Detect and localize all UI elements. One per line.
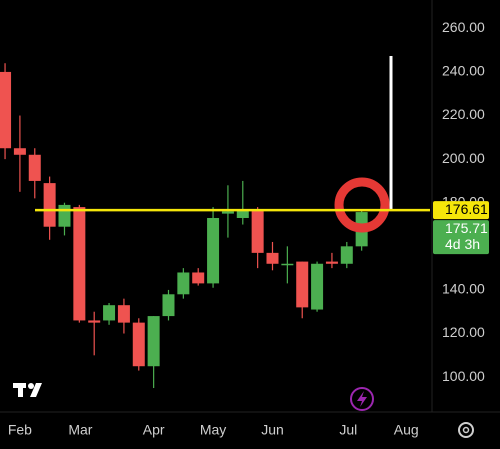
candle-body <box>311 263 324 310</box>
x-tick-label: May <box>200 422 226 438</box>
candle-body <box>177 272 190 295</box>
candle-body <box>266 252 279 264</box>
candle-body <box>251 209 264 253</box>
y-tick-label: 120.00 <box>442 324 485 340</box>
y-tick-label: 200.00 <box>442 150 485 166</box>
lightning-button[interactable] <box>350 387 374 411</box>
y-tick-label: 260.00 <box>442 19 485 35</box>
candle-body <box>340 246 353 264</box>
candle-body <box>117 305 130 323</box>
y-tick-label: 140.00 <box>442 281 485 297</box>
x-tick-label: Aug <box>394 422 419 438</box>
price-label-countdown: 4d 3h <box>445 236 480 252</box>
plot <box>0 63 368 389</box>
x-tick-label: Jun <box>261 422 284 438</box>
x-tick-label: Apr <box>143 422 165 438</box>
candle-body <box>73 207 86 321</box>
candle-body <box>0 71 12 149</box>
x-tick-label: Feb <box>8 422 32 438</box>
x-tick-label: Jul <box>339 422 357 438</box>
price-label-box <box>433 201 489 220</box>
candle-body <box>325 261 338 264</box>
candle-body <box>132 322 145 367</box>
y-tick-label: 220.00 <box>442 106 485 122</box>
price-label-box <box>433 220 489 255</box>
candle-body <box>221 211 234 214</box>
candle-body <box>162 294 175 317</box>
candle-body <box>207 217 220 284</box>
candle-body <box>28 154 41 181</box>
price-label: 175.71 <box>445 220 488 236</box>
candle-body <box>58 204 71 227</box>
candle-body <box>296 261 309 308</box>
candle-body <box>192 272 205 284</box>
candle-body <box>43 183 56 227</box>
candle-body <box>281 263 294 266</box>
x-tick-label: Mar <box>68 422 92 438</box>
y-tick-label: 240.00 <box>442 63 485 79</box>
candle-body <box>13 148 26 155</box>
highlight-circle <box>334 177 390 233</box>
y-tick-label: 100.00 <box>442 368 485 384</box>
candle-body <box>236 209 249 218</box>
settings-icon[interactable] <box>458 422 474 438</box>
candle-body <box>147 316 160 367</box>
candle-body <box>88 320 101 323</box>
candle-body <box>103 305 116 321</box>
tv-logo <box>13 383 42 397</box>
price-label: 176.61 <box>445 201 488 217</box>
